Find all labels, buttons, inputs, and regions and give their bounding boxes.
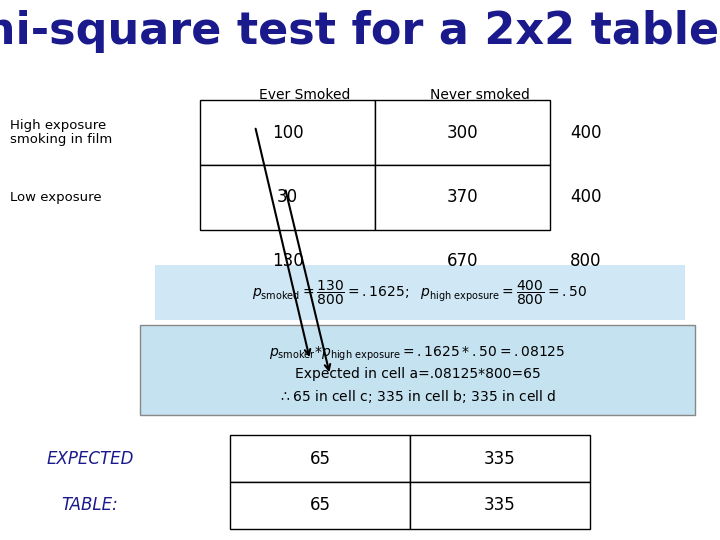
Text: Chi-square test for a 2x2 table...: Chi-square test for a 2x2 table... <box>0 10 720 53</box>
Text: 670: 670 <box>446 252 478 270</box>
Text: EXPECTED: EXPECTED <box>46 449 134 468</box>
Text: 335: 335 <box>484 496 516 515</box>
Text: 800: 800 <box>570 252 601 270</box>
Text: Never smoked: Never smoked <box>430 88 530 102</box>
Bar <box>140 325 695 415</box>
Text: Ever Smoked: Ever Smoked <box>259 88 351 102</box>
Text: $\therefore$65 in cell c; 335 in cell b; 335 in cell d: $\therefore$65 in cell c; 335 in cell b;… <box>279 388 557 405</box>
Text: High exposure
smoking in film: High exposure smoking in film <box>10 118 112 146</box>
Text: 100: 100 <box>271 124 303 141</box>
Bar <box>375 100 550 165</box>
Bar <box>200 165 375 230</box>
Text: 65: 65 <box>310 496 330 515</box>
Bar <box>230 482 410 529</box>
Bar <box>375 165 550 230</box>
Text: 130: 130 <box>271 252 303 270</box>
Text: 335: 335 <box>484 449 516 468</box>
Bar <box>200 100 375 165</box>
Text: Expected in cell a=.08125*800=65: Expected in cell a=.08125*800=65 <box>294 367 541 381</box>
Bar <box>410 482 590 529</box>
Text: 300: 300 <box>446 124 478 141</box>
Text: 400: 400 <box>570 124 601 141</box>
Text: 400: 400 <box>570 188 601 206</box>
Bar <box>410 435 590 482</box>
Text: 370: 370 <box>446 188 478 206</box>
Text: $p_{\rm smoker}$$*p_{\rm high\ exposure}$$=.1625*.50=.08125$: $p_{\rm smoker}$$*p_{\rm high\ exposure}… <box>269 345 566 363</box>
Text: 30: 30 <box>277 188 298 206</box>
Bar <box>230 435 410 482</box>
Text: 65: 65 <box>310 449 330 468</box>
Text: Low exposure: Low exposure <box>10 191 102 204</box>
Text: TABLE:: TABLE: <box>62 496 118 515</box>
Bar <box>155 265 685 320</box>
Text: $p_{\rm smoked} = \dfrac{130}{800} = .1625;\ \ p_{\rm high\ exposure} = \dfrac{4: $p_{\rm smoked} = \dfrac{130}{800} = .16… <box>253 278 588 307</box>
